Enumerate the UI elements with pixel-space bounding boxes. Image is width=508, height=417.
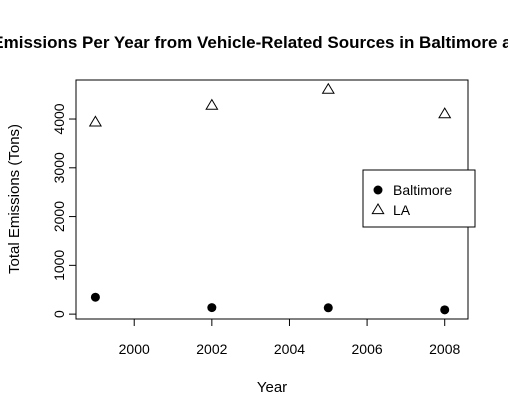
la-point [321, 82, 335, 94]
baltimore-point [207, 303, 217, 313]
legend-label-la: LA [393, 202, 411, 218]
x-axis-label: Year [257, 379, 287, 396]
legend-box [362, 169, 476, 228]
x-tick-label: 2000 [119, 341, 150, 357]
baltimore-point [323, 303, 333, 313]
x-tick-label: 2002 [196, 341, 227, 357]
y-axis-label: Total Emissions (Tons) [6, 124, 23, 274]
x-tick-label: 2006 [352, 341, 383, 357]
chart-title: Total Emissions Per Year from Vehicle-Re… [0, 33, 508, 52]
baltimore-point [90, 292, 100, 302]
legend: Baltimore LA [362, 169, 476, 228]
y-tick-label: 4000 [51, 103, 67, 134]
baltimore-legend-marker [373, 185, 383, 195]
y-tick-label: 2000 [51, 201, 67, 232]
la-legend-marker [371, 203, 385, 215]
data-points [88, 82, 452, 315]
y-tick-label: 3000 [51, 152, 67, 183]
baltimore-point [440, 305, 450, 315]
y-axis: 0 1000 2000 3000 4000 [51, 103, 76, 318]
x-tick-label: 2008 [429, 341, 460, 357]
legend-label-baltimore: Baltimore [393, 182, 452, 198]
x-axis: 2000 2002 2004 2006 2008 [119, 319, 460, 357]
y-tick-label: 1000 [51, 250, 67, 281]
x-tick-label: 2004 [274, 341, 305, 357]
la-point [205, 98, 219, 110]
la-point [88, 115, 102, 127]
y-tick-label: 0 [51, 310, 67, 318]
la-point [438, 107, 452, 119]
